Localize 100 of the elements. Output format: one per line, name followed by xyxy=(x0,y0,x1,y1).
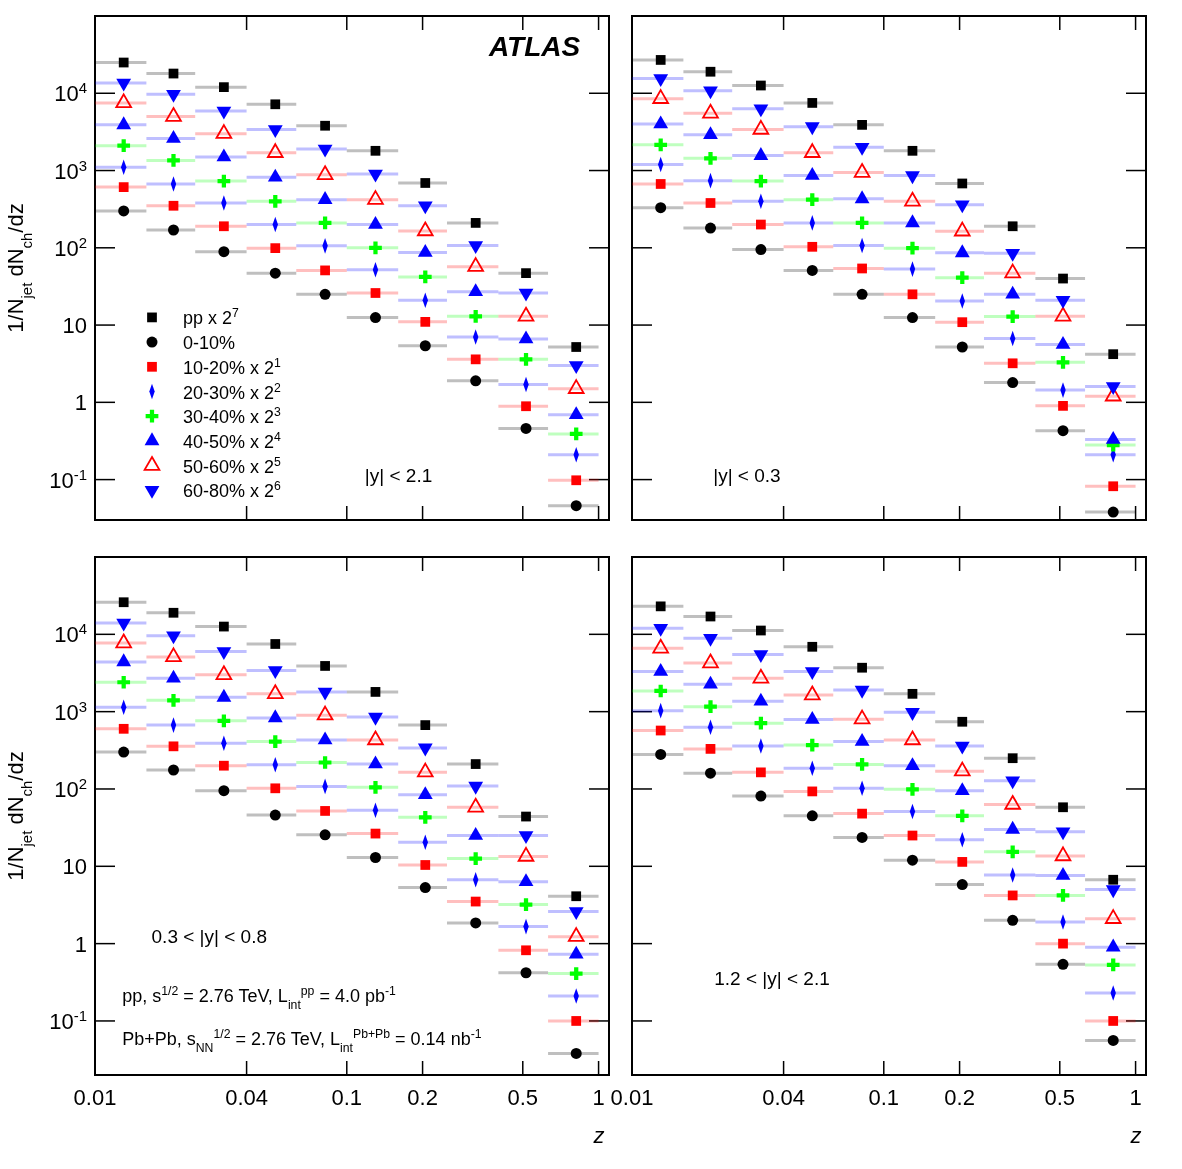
point xyxy=(418,810,432,824)
point xyxy=(117,675,131,689)
point xyxy=(807,98,818,108)
point xyxy=(753,147,769,160)
point xyxy=(470,218,481,228)
point xyxy=(419,340,431,352)
point xyxy=(419,882,431,894)
point xyxy=(219,82,229,93)
point xyxy=(1108,874,1119,885)
point xyxy=(705,744,716,754)
point xyxy=(807,786,818,797)
point xyxy=(803,685,821,701)
y-tick-label: 10$^{3}$ xyxy=(54,156,87,184)
point xyxy=(519,352,533,366)
point xyxy=(803,143,821,158)
point xyxy=(317,191,333,204)
point xyxy=(518,873,534,887)
point xyxy=(857,263,867,274)
point xyxy=(167,154,180,167)
point xyxy=(570,500,582,512)
legend-label: 20-30% x 2$^{2}$ xyxy=(183,380,282,403)
point xyxy=(655,55,666,65)
point xyxy=(957,317,968,328)
point xyxy=(571,891,582,902)
annotation: pp, s$^{1/2}$ = 2.76 TeV, L$_{int}$$^{pp}$ = 4.0 pb$^{-1}$ xyxy=(122,984,397,1013)
x-tick-label: 0.5 xyxy=(1044,1085,1076,1110)
annotation: 0.3 < |y| < 0.8 xyxy=(151,925,268,947)
point xyxy=(1058,938,1068,949)
legend-label: pp x 2$^{7}$ xyxy=(183,306,240,329)
point xyxy=(904,191,921,207)
point xyxy=(953,761,971,777)
annotation: |y| < 0.3 xyxy=(713,465,781,487)
point xyxy=(1108,481,1119,492)
x-tick-label: 1 xyxy=(592,1085,605,1110)
point xyxy=(570,1047,582,1059)
point xyxy=(1107,1034,1119,1046)
point xyxy=(853,709,871,725)
point xyxy=(519,898,533,911)
point xyxy=(318,756,332,769)
point xyxy=(569,967,583,980)
point xyxy=(1007,753,1018,764)
point xyxy=(957,857,968,867)
annotation: |y| < 2.1 xyxy=(364,465,433,487)
point xyxy=(705,222,716,234)
point xyxy=(267,709,283,723)
point xyxy=(906,782,919,796)
point xyxy=(1004,795,1021,810)
point xyxy=(856,831,868,843)
point xyxy=(907,145,918,156)
point xyxy=(368,215,383,229)
y-tick-label: 10$^{-1}$ xyxy=(49,465,87,493)
point xyxy=(652,638,669,654)
legend-label: 10-20% x 2$^{1}$ xyxy=(183,355,282,378)
point xyxy=(521,268,531,279)
point xyxy=(954,244,970,258)
point xyxy=(115,93,132,109)
point xyxy=(416,762,434,778)
point xyxy=(369,241,382,255)
point xyxy=(953,221,971,237)
point xyxy=(955,809,969,823)
point xyxy=(369,852,381,863)
point xyxy=(215,665,233,680)
point xyxy=(118,597,129,608)
point xyxy=(755,244,767,256)
point xyxy=(1108,1016,1119,1026)
y-tick-label: 10 xyxy=(62,854,87,880)
point xyxy=(168,607,179,618)
point xyxy=(468,283,484,297)
point xyxy=(470,896,481,907)
point xyxy=(1006,845,1020,859)
point xyxy=(470,917,482,929)
point xyxy=(420,860,431,870)
y-tick-label: 10$^{2}$ xyxy=(54,233,87,261)
annotation: ATLAS xyxy=(487,31,581,63)
point xyxy=(467,797,484,813)
point xyxy=(571,475,582,486)
point xyxy=(268,194,282,208)
point xyxy=(417,786,433,800)
point xyxy=(655,725,666,736)
point xyxy=(1004,263,1021,279)
point xyxy=(755,790,767,802)
point xyxy=(1007,221,1018,232)
point xyxy=(756,767,766,778)
point xyxy=(752,668,770,684)
point xyxy=(219,221,229,232)
x-tick-label: 0.01 xyxy=(73,1085,117,1110)
point xyxy=(756,219,766,230)
point xyxy=(319,829,331,841)
point xyxy=(653,663,669,676)
point xyxy=(166,129,181,143)
point xyxy=(118,57,129,68)
point xyxy=(704,700,717,714)
point xyxy=(857,119,867,130)
point xyxy=(168,200,179,211)
point xyxy=(165,647,182,663)
point xyxy=(520,422,532,434)
point xyxy=(1057,425,1069,437)
point xyxy=(367,190,384,205)
legend-label: 50-60% x 2$^{5}$ xyxy=(183,454,282,477)
point xyxy=(905,757,920,770)
